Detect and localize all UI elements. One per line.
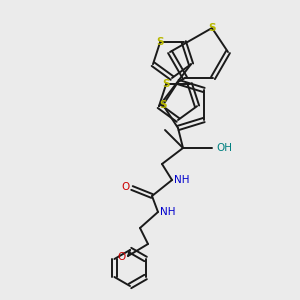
Text: S: S xyxy=(157,37,164,47)
Text: NH: NH xyxy=(160,207,176,217)
Text: S: S xyxy=(159,100,167,110)
Text: O: O xyxy=(117,252,125,262)
Text: S: S xyxy=(163,79,170,89)
Text: S: S xyxy=(208,23,216,33)
Text: O: O xyxy=(121,182,129,192)
Text: NH: NH xyxy=(174,175,190,185)
Text: OH: OH xyxy=(216,143,232,153)
